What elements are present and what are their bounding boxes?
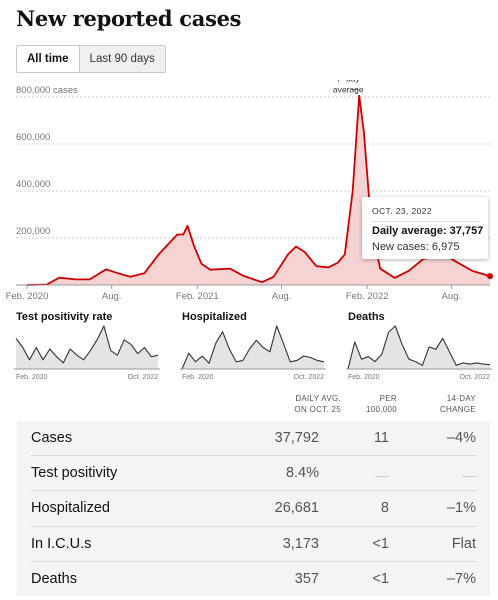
x-tick-label: Feb. 2021 — [176, 291, 219, 302]
row-14-day-change: –4% — [446, 430, 476, 446]
y-tick-label: 400,000 — [16, 179, 50, 190]
sparkline-start-label: Feb. 2020 — [348, 374, 380, 381]
sparkline-end-label: Oct. 2022 — [294, 374, 324, 381]
sparkline-area — [16, 326, 158, 369]
tooltip-new-cases: New cases: 6,975 — [372, 241, 460, 253]
row-per-100000: <1 — [372, 535, 389, 552]
row-14-day-change: –7% — [446, 570, 476, 587]
col-header-daily-avg: DAILY AVG. ON OCT. 25 — [294, 394, 341, 414]
chart-tooltip: OCT. 23, 2022 Daily average: 37,757 New … — [362, 197, 488, 259]
cases-chart[interactable]: 800,000 cases 600,000 400,000 200,000 Feb. 2… — [0, 80, 498, 305]
cases-area — [27, 95, 490, 285]
row-label: Deaths — [31, 570, 77, 587]
annotation-label: average — [333, 85, 364, 95]
tooltip-date: OCT. 23, 2022 — [372, 206, 433, 216]
page-title: New reported cases — [16, 6, 242, 31]
row-daily-avg: 357 — [294, 570, 319, 587]
row-14-day-change-empty — [462, 465, 476, 481]
x-tick-label: Feb. 2022 — [346, 291, 389, 302]
row-label: Test positivity — [31, 465, 118, 482]
y-tick-label: 800,000 cases — [16, 85, 78, 96]
table-row: In I.C.U.s 3,173 <1 Flat — [31, 527, 476, 562]
time-range-toggle: All time Last 90 days — [16, 45, 166, 73]
row-per-100000: 11 — [373, 430, 389, 446]
sparkline-line — [347, 325, 491, 370]
row-daily-avg: 37,792 — [274, 430, 319, 446]
hospitalized-title: Hospitalized — [182, 311, 247, 323]
tooltip-divider — [372, 221, 480, 222]
test-positivity-sparkline: Feb. 2020 Oct. 2022 — [14, 325, 160, 381]
tab-last-90-days[interactable]: Last 90 days — [79, 46, 165, 72]
row-label: In I.C.U.s — [31, 535, 92, 552]
x-tick-label: Aug. — [102, 291, 122, 302]
row-per-100000: 8 — [380, 500, 389, 517]
table-row: Hospitalized 26,681 8 –1% — [31, 491, 476, 527]
metrics-table: Cases 37,792 11 –4% Test positivity 8.4%… — [17, 421, 490, 596]
sparkline-line — [181, 325, 325, 370]
sparkline-area — [182, 326, 324, 369]
seven-day-average-line — [26, 94, 491, 286]
row-label: Cases — [31, 430, 73, 446]
sparkline-area — [348, 326, 490, 369]
x-tick-label: Feb. 2020 — [6, 291, 49, 302]
deaths-sparkline: Feb. 2020 Oct. 2022 — [346, 325, 492, 381]
row-daily-avg: 8.4% — [285, 465, 319, 482]
test-positivity-title: Test positivity rate — [16, 311, 113, 323]
row-per-100000: <1 — [372, 570, 389, 587]
deaths-title: Deaths — [348, 311, 385, 323]
tab-all-time[interactable]: All time — [17, 46, 80, 72]
sparkline-end-label: Oct. 2022 — [128, 374, 158, 381]
x-tick-label: Aug. — [442, 291, 462, 302]
row-daily-avg: 3,173 — [282, 535, 319, 552]
row-14-day-change: Flat — [451, 535, 476, 552]
table-row: Test positivity 8.4% — [31, 456, 476, 492]
y-tick-label: 600,000 — [16, 132, 50, 143]
current-value-dot — [487, 273, 493, 280]
hospitalized-sparkline: Feb. 2020 Oct. 2022 — [180, 325, 326, 381]
sparkline-start-label: Feb. 2020 — [182, 374, 214, 381]
row-per-100000-empty — [375, 465, 389, 481]
col-header-14-day-change: 14-DAY CHANGE — [439, 394, 476, 414]
table-row: Cases 37,792 11 –4% — [31, 421, 476, 457]
row-daily-avg: 26,681 — [274, 500, 319, 517]
tooltip-daily-average: Daily average: 37,757 — [372, 225, 484, 237]
col-header-per-100000: PER 100,000 — [365, 394, 397, 414]
sparkline-line — [15, 325, 159, 364]
sparkline-start-label: Feb. 2020 — [16, 374, 48, 381]
table-row: Deaths 357 <1 –7% — [31, 562, 476, 596]
sparkline-end-label: Oct. 2022 — [460, 374, 490, 381]
annotation-label: 7–day — [337, 80, 361, 84]
y-tick-label: 200,000 — [16, 226, 50, 237]
row-14-day-change: –1% — [446, 500, 476, 517]
x-tick-label: Aug. — [272, 291, 292, 302]
row-label: Hospitalized — [31, 500, 110, 517]
